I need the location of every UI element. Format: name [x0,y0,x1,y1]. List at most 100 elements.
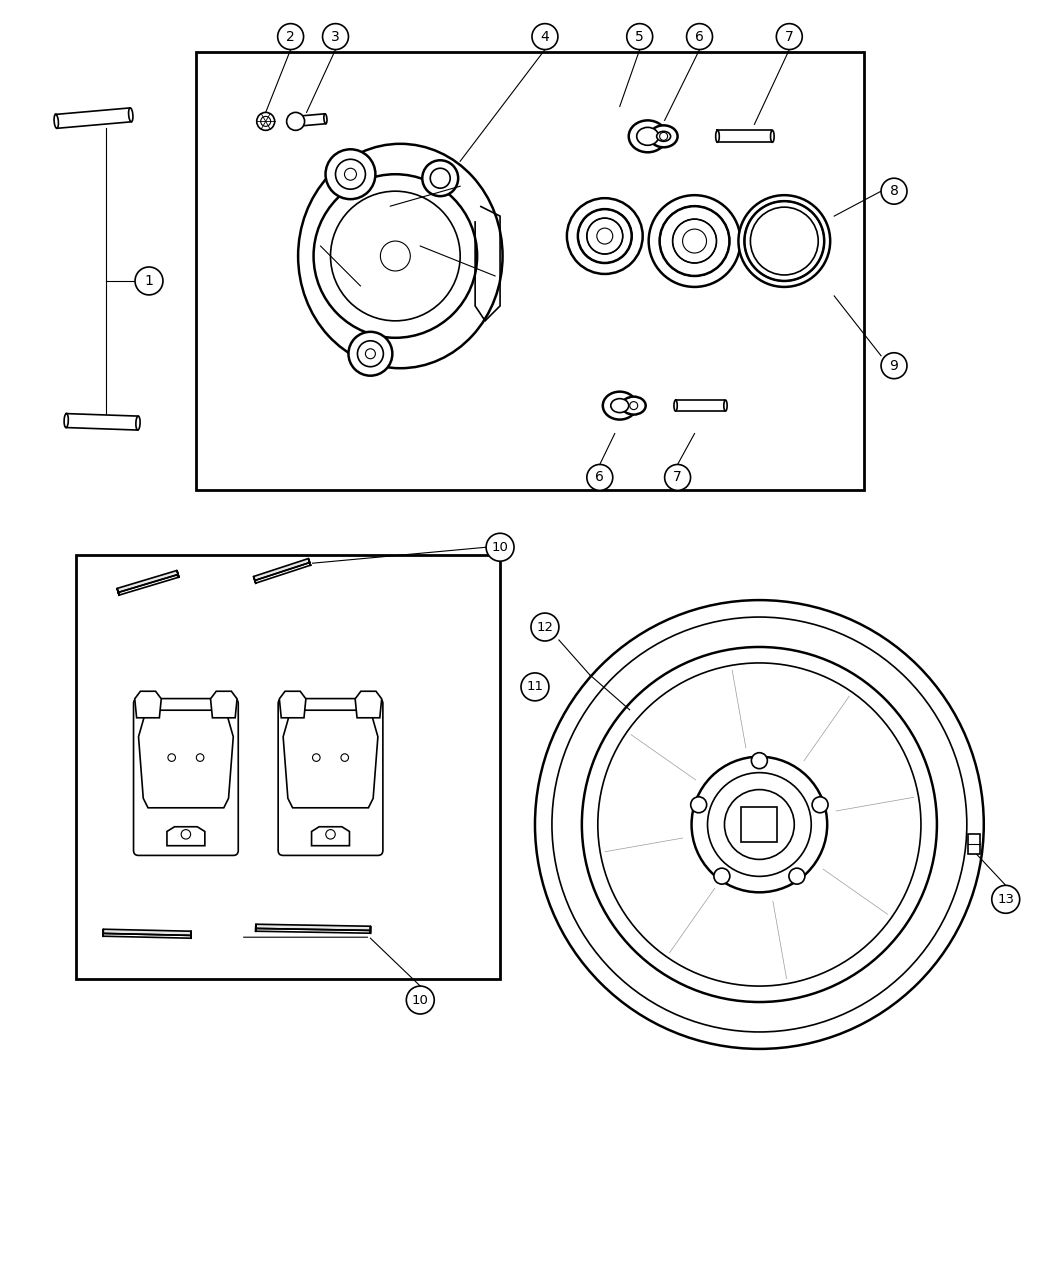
Circle shape [135,266,163,295]
Circle shape [341,754,349,761]
Circle shape [336,159,365,189]
Ellipse shape [674,400,677,411]
Circle shape [587,464,613,491]
Circle shape [627,24,653,50]
Circle shape [486,533,514,561]
Circle shape [531,613,559,641]
Circle shape [714,868,730,884]
Circle shape [789,868,805,884]
Circle shape [567,198,643,274]
Circle shape [673,219,716,263]
Polygon shape [312,826,350,845]
Circle shape [992,885,1020,913]
Ellipse shape [622,397,646,414]
FancyBboxPatch shape [133,699,238,856]
Ellipse shape [611,399,629,413]
Circle shape [659,207,730,275]
Circle shape [738,195,831,287]
Circle shape [430,168,450,189]
Circle shape [578,209,632,263]
Circle shape [691,797,707,812]
Polygon shape [295,113,326,126]
Circle shape [744,201,824,280]
Text: 12: 12 [537,621,553,634]
Circle shape [260,116,271,126]
Circle shape [349,332,393,376]
Polygon shape [211,691,237,718]
Circle shape [532,24,558,50]
Polygon shape [134,691,162,718]
Text: 10: 10 [412,993,428,1006]
Polygon shape [103,929,191,936]
Circle shape [659,133,668,140]
Ellipse shape [656,131,671,142]
Polygon shape [117,570,178,593]
Polygon shape [279,691,306,718]
Circle shape [357,340,383,367]
Circle shape [287,112,304,130]
Ellipse shape [323,113,327,124]
Text: 5: 5 [635,29,644,43]
Text: 2: 2 [287,29,295,43]
Circle shape [881,179,907,204]
Text: 3: 3 [331,29,340,43]
Text: 4: 4 [541,29,549,43]
Polygon shape [717,130,773,143]
Circle shape [322,24,349,50]
Ellipse shape [716,130,719,143]
Circle shape [256,112,275,130]
Polygon shape [167,826,205,845]
Circle shape [582,646,937,1002]
Polygon shape [675,400,726,411]
Circle shape [597,663,921,986]
Circle shape [380,241,411,272]
Circle shape [168,754,175,761]
Circle shape [630,402,637,409]
Polygon shape [176,570,178,578]
Circle shape [422,161,458,196]
Circle shape [724,789,794,859]
FancyBboxPatch shape [278,699,383,856]
Polygon shape [255,562,311,583]
Ellipse shape [771,130,774,143]
Ellipse shape [294,116,297,126]
Circle shape [314,175,477,338]
Circle shape [313,754,320,761]
Circle shape [692,756,827,892]
Text: 10: 10 [491,541,508,553]
Circle shape [881,353,907,379]
Ellipse shape [629,120,667,152]
Polygon shape [284,710,378,808]
Text: 8: 8 [889,184,899,198]
Circle shape [665,464,691,491]
Circle shape [687,24,713,50]
Ellipse shape [603,391,636,419]
Polygon shape [66,413,139,430]
Circle shape [344,168,356,180]
Polygon shape [103,933,191,938]
Polygon shape [256,928,371,933]
Circle shape [277,24,303,50]
Ellipse shape [723,400,727,411]
Circle shape [649,195,740,287]
Ellipse shape [128,108,133,122]
Polygon shape [253,558,310,580]
Polygon shape [355,691,382,718]
Circle shape [196,754,204,761]
Circle shape [521,673,549,701]
FancyBboxPatch shape [134,704,237,803]
Polygon shape [253,576,256,583]
Text: 6: 6 [595,470,604,484]
Circle shape [365,349,376,358]
Ellipse shape [54,115,59,129]
Circle shape [331,191,460,321]
Circle shape [776,24,802,50]
FancyBboxPatch shape [279,704,382,803]
Polygon shape [56,108,131,129]
Polygon shape [309,558,311,565]
Ellipse shape [650,125,677,148]
Circle shape [708,773,812,876]
Circle shape [587,218,623,254]
Text: 7: 7 [785,29,794,43]
Circle shape [534,601,984,1049]
